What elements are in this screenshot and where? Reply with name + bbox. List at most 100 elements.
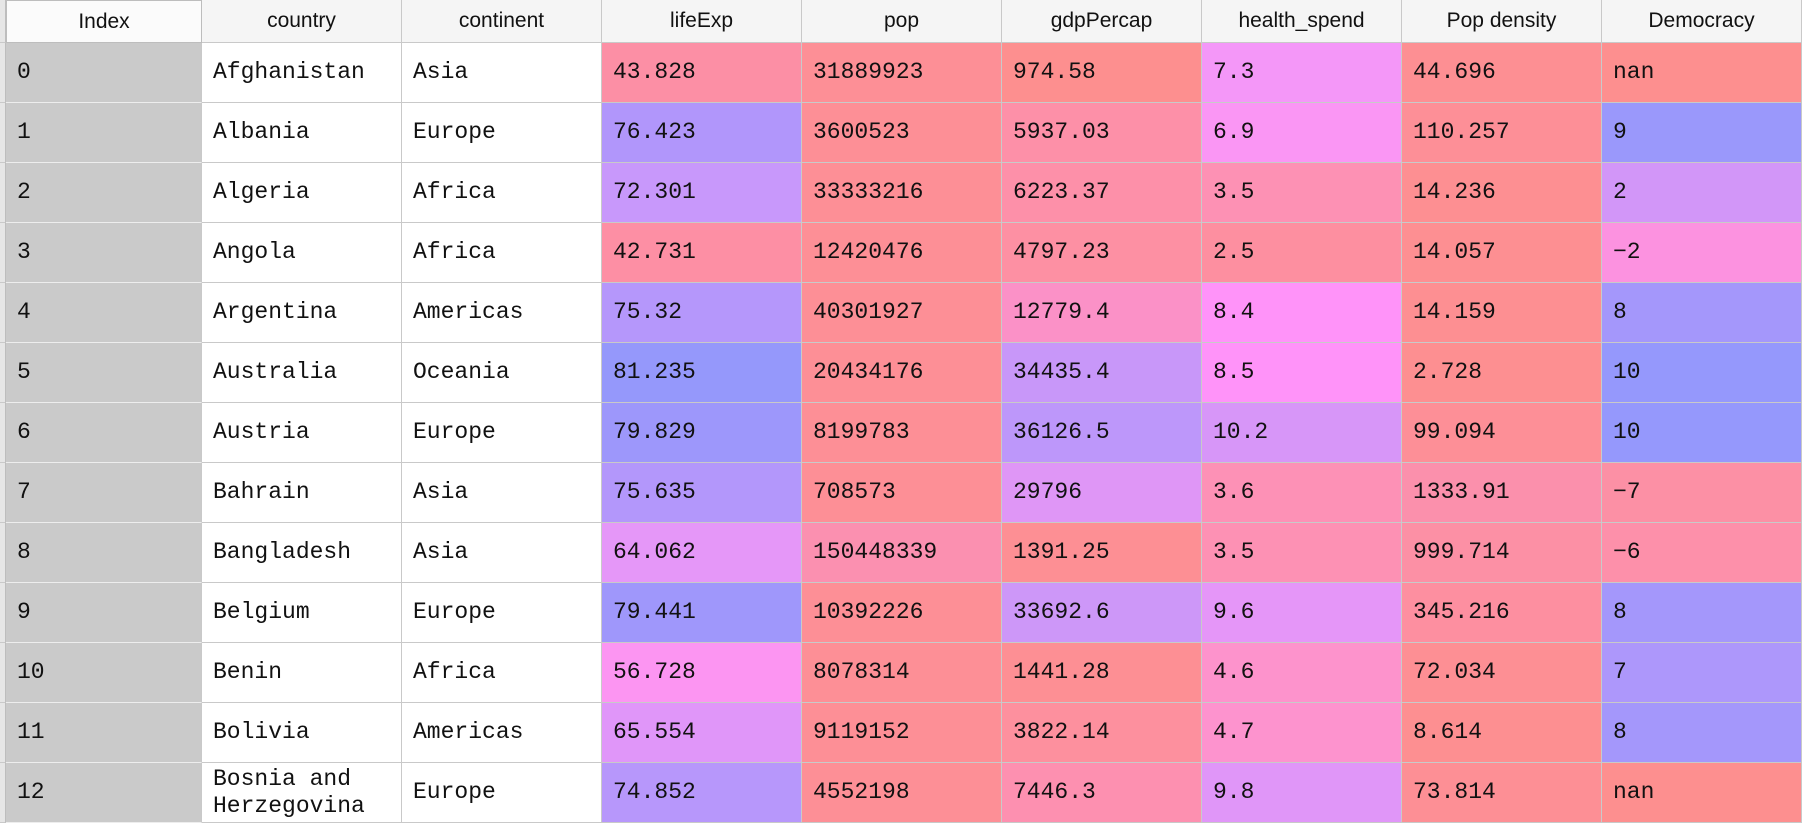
row-index[interactable]: 10 — [6, 643, 202, 703]
table-cell: Oceania — [402, 343, 602, 403]
table-cell: Algeria — [202, 163, 402, 223]
table-cell: 33333216 — [802, 163, 1002, 223]
table-cell: 99.094 — [1402, 403, 1602, 463]
table-cell: 150448339 — [802, 523, 1002, 583]
table-cell: 6.9 — [1202, 103, 1402, 163]
table-cell: 73.814 — [1402, 763, 1602, 823]
table-cell: Africa — [402, 163, 602, 223]
column-header[interactable]: health_spend — [1202, 0, 1402, 43]
row-gutter — [0, 643, 6, 703]
row-index[interactable]: 8 — [6, 523, 202, 583]
row-index[interactable]: 11 — [6, 703, 202, 763]
table-cell: Austria — [202, 403, 402, 463]
table-cell: 999.714 — [1402, 523, 1602, 583]
column-header[interactable]: country — [202, 0, 402, 43]
column-header[interactable]: Democracy — [1602, 0, 1802, 43]
column-header[interactable]: Pop density — [1402, 0, 1602, 43]
table-cell: 44.696 — [1402, 43, 1602, 103]
row-index[interactable]: 4 — [6, 283, 202, 343]
table-cell: 8.5 — [1202, 343, 1402, 403]
row-index[interactable]: 0 — [6, 43, 202, 103]
table-cell: 29796 — [1002, 463, 1202, 523]
table-cell: 9 — [1602, 103, 1802, 163]
table-cell: nan — [1602, 43, 1802, 103]
table-cell: 79.829 — [602, 403, 802, 463]
table-cell: Europe — [402, 583, 602, 643]
table-cell: 8078314 — [802, 643, 1002, 703]
row-index[interactable]: 1 — [6, 103, 202, 163]
table-cell: 79.441 — [602, 583, 802, 643]
table-cell: 10.2 — [1202, 403, 1402, 463]
table-cell: Benin — [202, 643, 402, 703]
row-index[interactable]: 9 — [6, 583, 202, 643]
table-cell: 81.235 — [602, 343, 802, 403]
table-cell: 4797.23 — [1002, 223, 1202, 283]
table-cell: 2 — [1602, 163, 1802, 223]
table-cell: 72.034 — [1402, 643, 1602, 703]
column-header[interactable]: lifeExp — [602, 0, 802, 43]
table-cell: Bosnia and Herzegovina — [202, 763, 402, 823]
row-index[interactable]: 5 — [6, 343, 202, 403]
row-gutter — [0, 223, 6, 283]
table-cell: Bolivia — [202, 703, 402, 763]
table-cell: Asia — [402, 43, 602, 103]
table-cell: 34435.4 — [1002, 343, 1202, 403]
table-cell: 4.6 — [1202, 643, 1402, 703]
row-gutter — [0, 343, 6, 403]
row-gutter — [0, 43, 6, 103]
table-cell: 4.7 — [1202, 703, 1402, 763]
table-cell: −2 — [1602, 223, 1802, 283]
table-cell: −6 — [1602, 523, 1802, 583]
table-cell: 5937.03 — [1002, 103, 1202, 163]
row-index[interactable]: 7 — [6, 463, 202, 523]
table-cell: 1333.91 — [1402, 463, 1602, 523]
table-cell: 7 — [1602, 643, 1802, 703]
table-cell: 2.728 — [1402, 343, 1602, 403]
table-cell: 14.159 — [1402, 283, 1602, 343]
table-cell: Asia — [402, 463, 602, 523]
table-cell: 3822.14 — [1002, 703, 1202, 763]
table-cell: 10392226 — [802, 583, 1002, 643]
table-cell: 8 — [1602, 283, 1802, 343]
table-cell: 10 — [1602, 343, 1802, 403]
row-index[interactable]: 12 — [6, 763, 202, 823]
table-cell: Bahrain — [202, 463, 402, 523]
corner-gutter — [0, 0, 6, 43]
table-cell: Bangladesh — [202, 523, 402, 583]
table-cell: 75.635 — [602, 463, 802, 523]
table-cell: 345.216 — [1402, 583, 1602, 643]
table-cell: 8 — [1602, 703, 1802, 763]
row-gutter — [0, 763, 6, 823]
table-cell: 42.731 — [602, 223, 802, 283]
table-cell: Asia — [402, 523, 602, 583]
row-gutter — [0, 583, 6, 643]
table-cell: 14.236 — [1402, 163, 1602, 223]
table-cell: 708573 — [802, 463, 1002, 523]
table-cell: 33692.6 — [1002, 583, 1202, 643]
row-index[interactable]: 6 — [6, 403, 202, 463]
table-cell: 3.5 — [1202, 523, 1402, 583]
row-gutter — [0, 523, 6, 583]
table-cell: Africa — [402, 643, 602, 703]
table-cell: 8199783 — [802, 403, 1002, 463]
table-cell: 31889923 — [802, 43, 1002, 103]
table-cell: 9.6 — [1202, 583, 1402, 643]
row-gutter — [0, 703, 6, 763]
row-index[interactable]: 2 — [6, 163, 202, 223]
table-cell: Americas — [402, 283, 602, 343]
table-cell: Europe — [402, 403, 602, 463]
column-header[interactable]: gdpPercap — [1002, 0, 1202, 43]
column-header[interactable]: Index — [6, 0, 202, 43]
row-gutter — [0, 463, 6, 523]
table-cell: 40301927 — [802, 283, 1002, 343]
table-cell: Albania — [202, 103, 402, 163]
table-cell: 7446.3 — [1002, 763, 1202, 823]
table-cell: 12779.4 — [1002, 283, 1202, 343]
row-index[interactable]: 3 — [6, 223, 202, 283]
table-cell: Africa — [402, 223, 602, 283]
table-cell: 65.554 — [602, 703, 802, 763]
column-header[interactable]: continent — [402, 0, 602, 43]
table-cell: Australia — [202, 343, 402, 403]
column-header[interactable]: pop — [802, 0, 1002, 43]
table-cell: 8.4 — [1202, 283, 1402, 343]
